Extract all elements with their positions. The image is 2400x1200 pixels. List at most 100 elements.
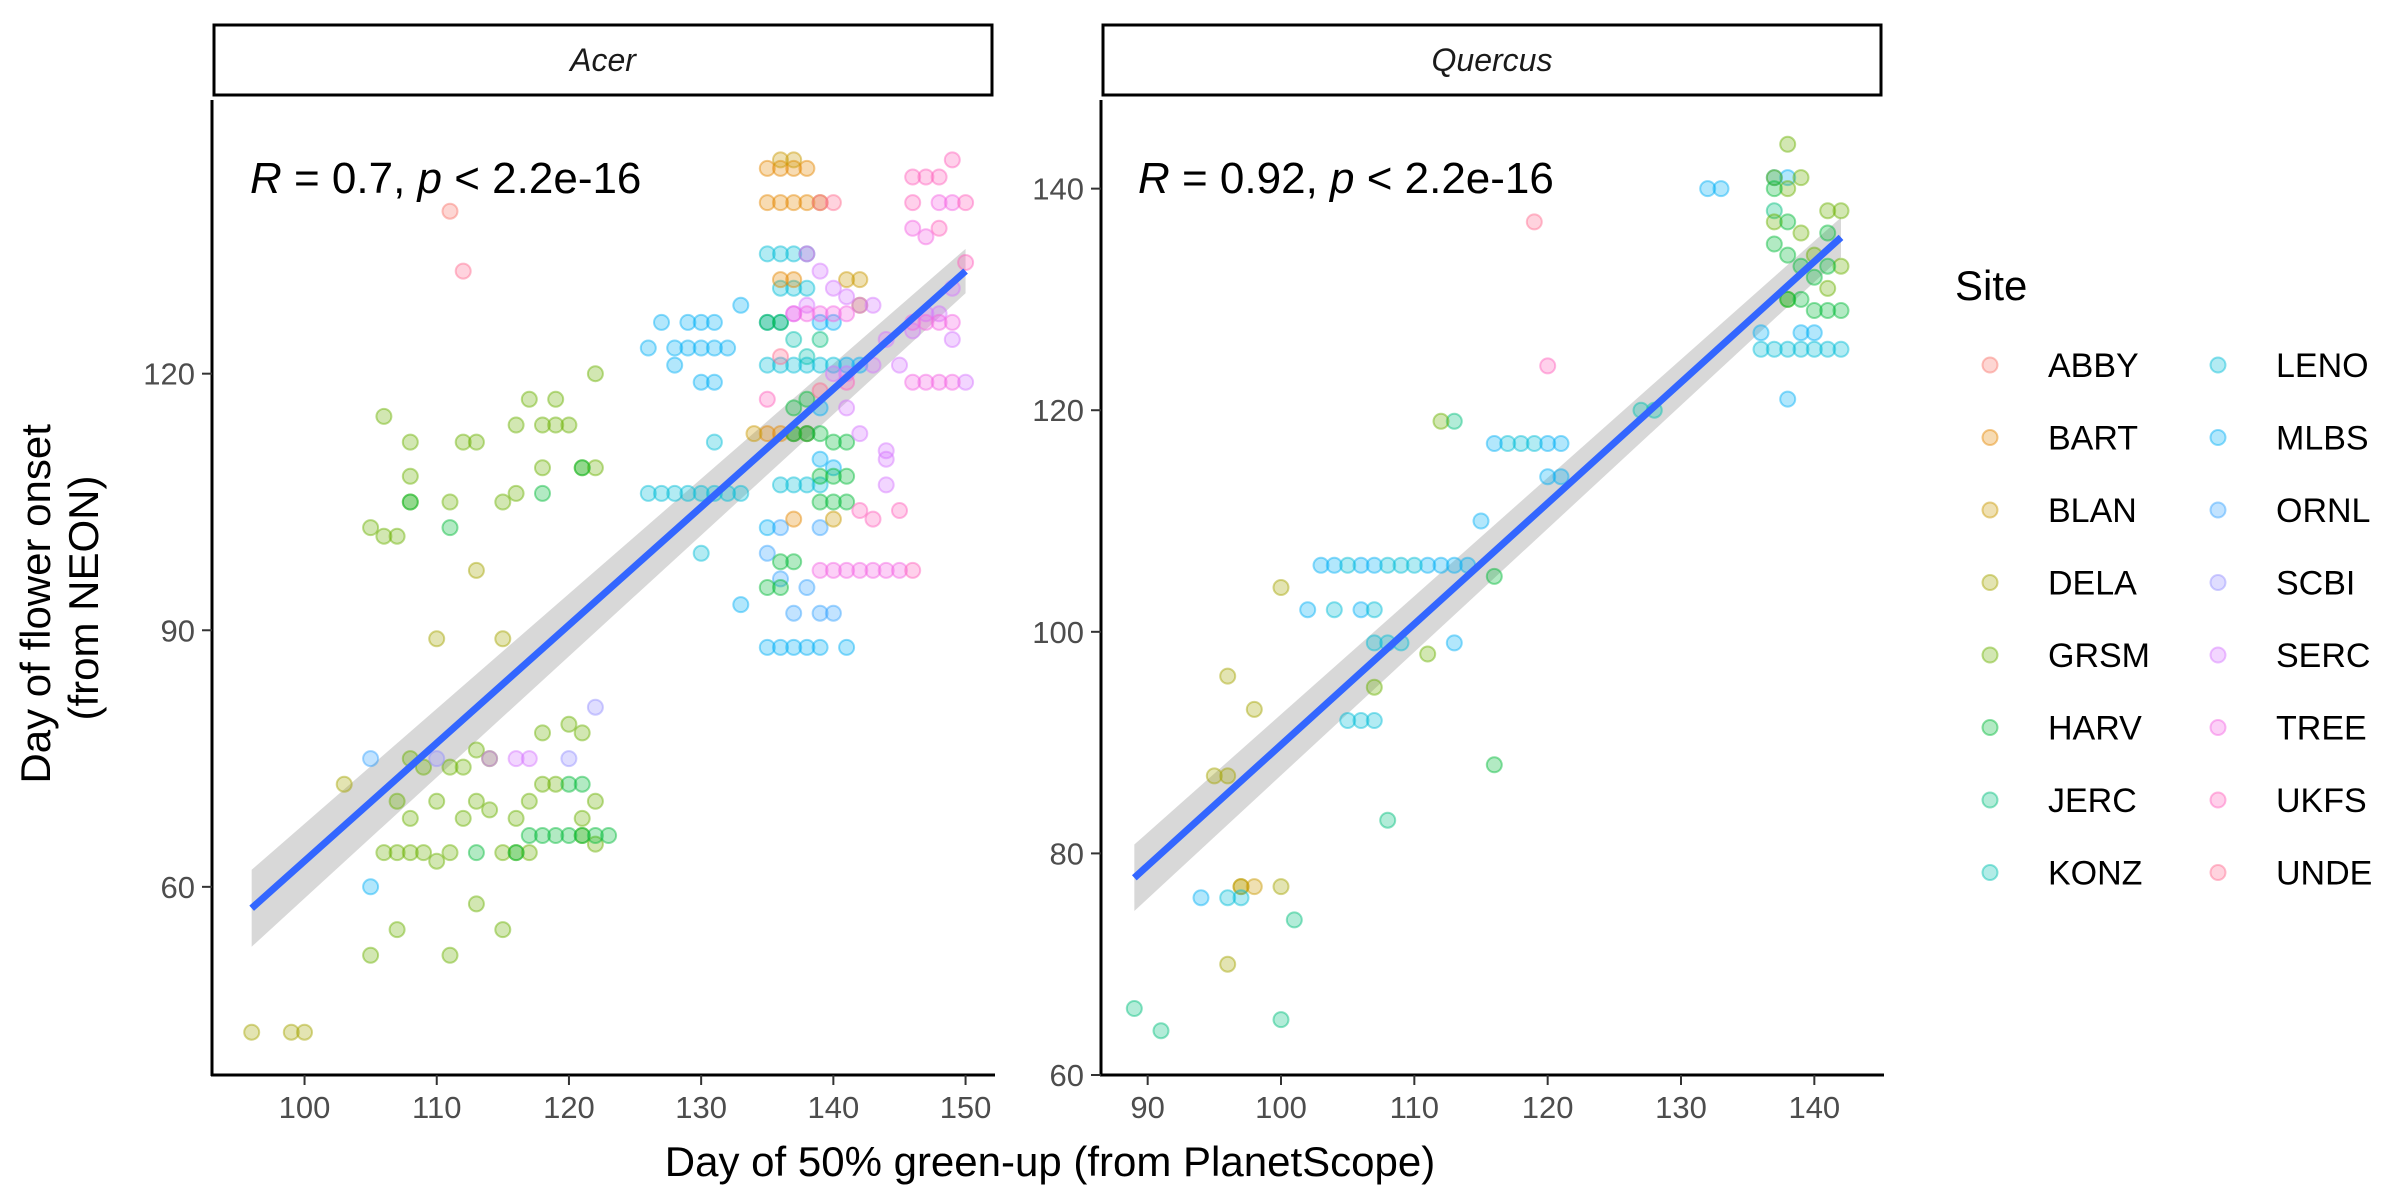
p-label-acer: p — [416, 154, 442, 203]
data-point — [1819, 202, 1837, 220]
data-point — [838, 561, 856, 579]
data-point — [758, 313, 776, 331]
legend-key-ukfs — [2209, 791, 2227, 809]
data-point — [467, 792, 485, 810]
data-point — [1699, 180, 1717, 198]
data-point — [798, 425, 816, 443]
data-point — [1832, 302, 1850, 319]
data-point — [375, 844, 393, 862]
data-point — [904, 373, 922, 391]
data-point — [772, 313, 789, 331]
data-point — [811, 450, 829, 468]
data-point — [1765, 213, 1783, 231]
data-point — [785, 604, 803, 622]
legend-key-dela — [1981, 574, 1999, 591]
data-point — [824, 467, 842, 485]
data-point — [679, 339, 697, 357]
data-point — [467, 741, 485, 759]
data-point — [838, 638, 856, 656]
data-point — [772, 279, 789, 297]
x-tick-label: 130 — [1655, 1090, 1707, 1125]
data-point — [705, 313, 723, 331]
data-point — [534, 775, 551, 793]
data-point — [401, 493, 419, 511]
data-point — [1805, 302, 1823, 319]
data-point — [798, 425, 816, 443]
correlation-annotation-quercus: R = 0.92, p < 2.2e-16 — [1138, 154, 1554, 203]
points-acer — [243, 151, 975, 1041]
data-point — [1339, 712, 1357, 729]
x-tick-label: 120 — [543, 1090, 595, 1125]
data-point — [534, 459, 551, 477]
legend: Site ABBY BART BLAN DELA GRSM HARV JERC KONZ LEN… — [1955, 262, 2372, 893]
data-point — [891, 502, 908, 519]
data-point — [838, 288, 856, 306]
data-point — [732, 484, 750, 502]
data-point — [1792, 224, 1810, 242]
data-point — [824, 305, 842, 323]
data-point — [838, 271, 856, 289]
data-point — [1765, 169, 1783, 187]
data-point — [573, 459, 591, 477]
legend-key-bart — [1981, 429, 1999, 446]
data-point — [586, 827, 604, 844]
data-point — [243, 1023, 261, 1041]
data-point — [401, 493, 419, 511]
data-point — [388, 792, 406, 810]
data-point — [745, 425, 763, 443]
data-point — [1445, 412, 1463, 430]
data-point — [454, 809, 472, 827]
data-point — [1819, 279, 1837, 297]
points-quercus — [1125, 135, 1850, 1040]
data-point — [335, 775, 353, 793]
data-point — [877, 561, 895, 579]
data-point — [811, 476, 829, 494]
data-point — [785, 399, 803, 417]
data-point — [1352, 556, 1370, 574]
y-ticks-acer: 60 90 120 — [143, 357, 212, 905]
data-point — [957, 373, 975, 391]
data-point — [481, 750, 499, 768]
data-point — [811, 331, 829, 348]
y-axis-title: Day of flower onset (from NEON) — [12, 412, 107, 783]
data-point — [415, 758, 432, 776]
data-point — [1432, 556, 1450, 574]
data-point — [362, 519, 380, 537]
data-point — [1552, 468, 1570, 486]
data-point — [1352, 601, 1370, 619]
data-point — [772, 151, 789, 169]
data-point — [811, 638, 829, 656]
data-point — [798, 279, 816, 297]
panel-quercus: Quercus R = 0.92, p < 2.2e-16 90 100 110 12… — [1032, 23, 1884, 1125]
data-point — [772, 579, 789, 596]
data-point — [824, 365, 842, 383]
data-point — [441, 758, 459, 776]
data-point — [507, 416, 525, 434]
data-point — [1765, 180, 1783, 198]
legend-key-ornl — [2209, 501, 2227, 519]
x-tick-label: 140 — [807, 1090, 859, 1125]
data-point — [1125, 1000, 1143, 1017]
data-point — [586, 835, 604, 853]
data-point — [758, 425, 776, 443]
data-point — [851, 296, 869, 314]
data-point — [1232, 889, 1250, 907]
data-point — [891, 561, 908, 579]
r-label-quercus: R — [1138, 154, 1170, 203]
data-point — [785, 279, 803, 297]
r-value-quercus: = 0.92, — [1170, 154, 1330, 203]
data-point — [904, 561, 922, 579]
legend-label-blan: BLAN — [2048, 492, 2137, 530]
data-point — [824, 510, 842, 528]
data-point — [851, 561, 869, 579]
data-point — [494, 921, 512, 939]
p-value-acer: < 2.2e-16 — [442, 154, 641, 203]
data-point — [388, 527, 406, 545]
data-point — [573, 724, 591, 742]
data-point — [1485, 435, 1503, 452]
data-point — [1219, 767, 1237, 785]
data-point — [798, 476, 816, 494]
data-point — [401, 467, 419, 485]
data-point — [692, 544, 710, 562]
